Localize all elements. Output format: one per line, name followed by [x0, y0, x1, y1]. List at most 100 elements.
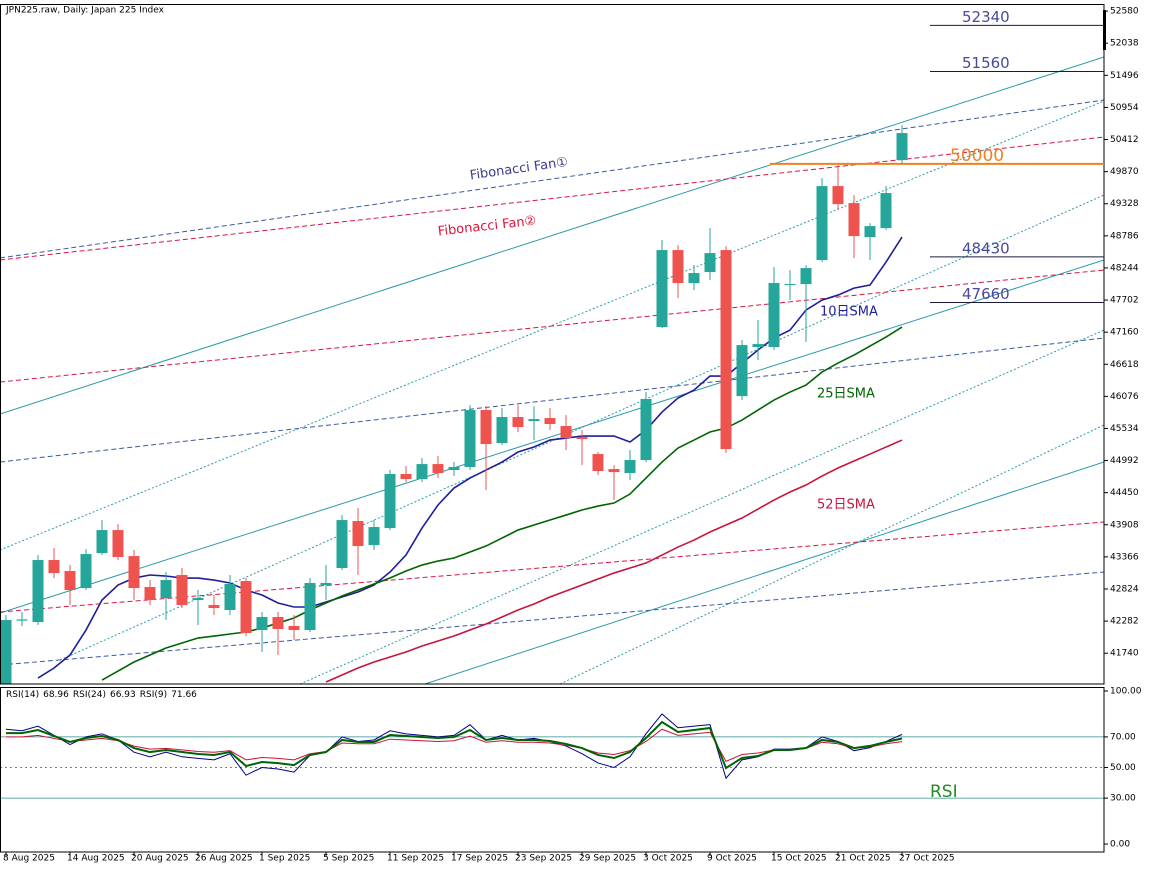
candle-body [480, 410, 492, 445]
y-tick-label: 44992 [1110, 456, 1139, 466]
x-tick-label: 26 Aug 2025 [195, 854, 253, 864]
candle-body [64, 571, 76, 591]
candle-body [16, 619, 28, 621]
candle-body [640, 399, 652, 461]
y-tick-label: 42282 [1110, 617, 1139, 627]
x-tick-label: 27 Oct 2025 [899, 854, 955, 864]
x-tick-label: 9 Oct 2025 [707, 854, 757, 864]
y-tick-label: 48244 [1110, 263, 1139, 273]
y-tick-label: 47160 [1110, 328, 1139, 338]
rsi-value: 66.93 [110, 690, 136, 700]
candle-body [576, 437, 588, 440]
key-level-label: 50000 [950, 146, 1004, 166]
y-tick-label: 47702 [1110, 296, 1139, 306]
candle-body [144, 587, 156, 601]
candle-body [608, 469, 620, 473]
candle-body [368, 527, 380, 546]
y-tick-label: 46076 [1110, 392, 1139, 402]
y-tick-label: 30.00 [1110, 794, 1136, 804]
rsi-value: 71.66 [171, 690, 197, 700]
rsi-panel-border [0, 687, 1105, 853]
candle-body [320, 583, 332, 586]
candle-body [592, 454, 604, 472]
y-tick-label: 49328 [1110, 199, 1139, 209]
x-tick-label: 3 Oct 2025 [643, 854, 693, 864]
x-tick-label: 23 Sep 2025 [515, 854, 572, 864]
candle-body [288, 626, 300, 631]
x-tick-label: 8 Aug 2025 [3, 854, 55, 864]
rsi-panel [0, 713, 1104, 799]
price-level-label: 48430 [962, 239, 1010, 257]
candle-body [672, 250, 684, 284]
fan-line [0, 259, 1104, 614]
rsi-header: RSI(14) 68.96 RSI(24) 66.93 RSI(9) 71.66 [6, 690, 197, 700]
x-tick-label: 29 Sep 2025 [579, 854, 636, 864]
fan-line [59, 194, 1104, 661]
candle-body [112, 530, 124, 558]
candle-body [848, 203, 860, 237]
axes: 52580 52038 51496 50954 50412 49870 49328 48786… [3, 7, 1142, 864]
candle-body [656, 250, 668, 328]
series-line [6, 720, 903, 770]
candle-body [464, 410, 476, 468]
candle-body [256, 617, 268, 631]
price-level-label: 52340 [962, 8, 1010, 26]
candle-body [528, 419, 540, 422]
series-line [6, 728, 903, 763]
candle-body [48, 560, 60, 574]
candle-body [496, 417, 508, 444]
x-tick-label: 21 Oct 2025 [835, 854, 891, 864]
rsi-label: RSI [930, 782, 958, 802]
candle-body [224, 584, 236, 611]
candle-body [864, 226, 876, 238]
x-tick-label: 17 Sep 2025 [451, 854, 508, 864]
candle-body [304, 583, 316, 631]
candle-body [352, 521, 364, 547]
fan-line [424, 461, 1104, 684]
candle-body [240, 581, 252, 633]
candle-body [96, 530, 108, 554]
chart-title: JPN225.raw, Daily: Japan 225 Index [5, 6, 165, 16]
candle-body [816, 186, 828, 261]
series-label: 10日SMA [820, 305, 878, 320]
price-panel-border [0, 4, 1105, 685]
y-tick-label: 48786 [1110, 231, 1139, 241]
candle-body [736, 345, 748, 397]
candle-body [192, 598, 204, 601]
y-tick-label: 43366 [1110, 552, 1139, 562]
candle-body [272, 617, 284, 630]
candle-body [512, 417, 524, 428]
fibonacci-fans [0, 56, 1104, 684]
candle-body [784, 284, 796, 286]
rsi-name: RSI(9) [140, 690, 167, 700]
y-tick-label: 51496 [1110, 71, 1139, 81]
x-tick-label: 15 Oct 2025 [771, 854, 827, 864]
y-tick-label: 0.00 [1110, 840, 1130, 850]
price-level-label: 51560 [962, 54, 1010, 72]
x-tick-label: 1 Sep 2025 [259, 854, 310, 864]
candle-body [400, 474, 412, 480]
fan-line [0, 337, 1104, 463]
fan-line [0, 56, 1104, 415]
fan-line [559, 424, 1104, 684]
y-tick-label: 50.00 [1110, 763, 1136, 773]
series-label: 25日SMA [817, 387, 875, 402]
series-label: 52日SMA [817, 498, 875, 513]
y-tick-label: 45534 [1110, 424, 1139, 434]
x-tick-label: 11 Sep 2025 [387, 854, 444, 864]
price-level-label: 47660 [962, 285, 1010, 303]
candle-body [832, 186, 844, 205]
y-tick-label: 52580 [1110, 7, 1139, 17]
x-tick-label: 20 Aug 2025 [131, 854, 189, 864]
candle-body [128, 556, 140, 589]
candle-body [624, 460, 636, 474]
fan-line [0, 100, 1104, 551]
candle-body [768, 283, 780, 348]
fan-line [0, 136, 1104, 261]
fan-line [0, 269, 1104, 383]
y-tick-label: 100.00 [1110, 686, 1142, 696]
candle-body [160, 580, 172, 599]
y-tick-label: 43908 [1110, 520, 1139, 530]
